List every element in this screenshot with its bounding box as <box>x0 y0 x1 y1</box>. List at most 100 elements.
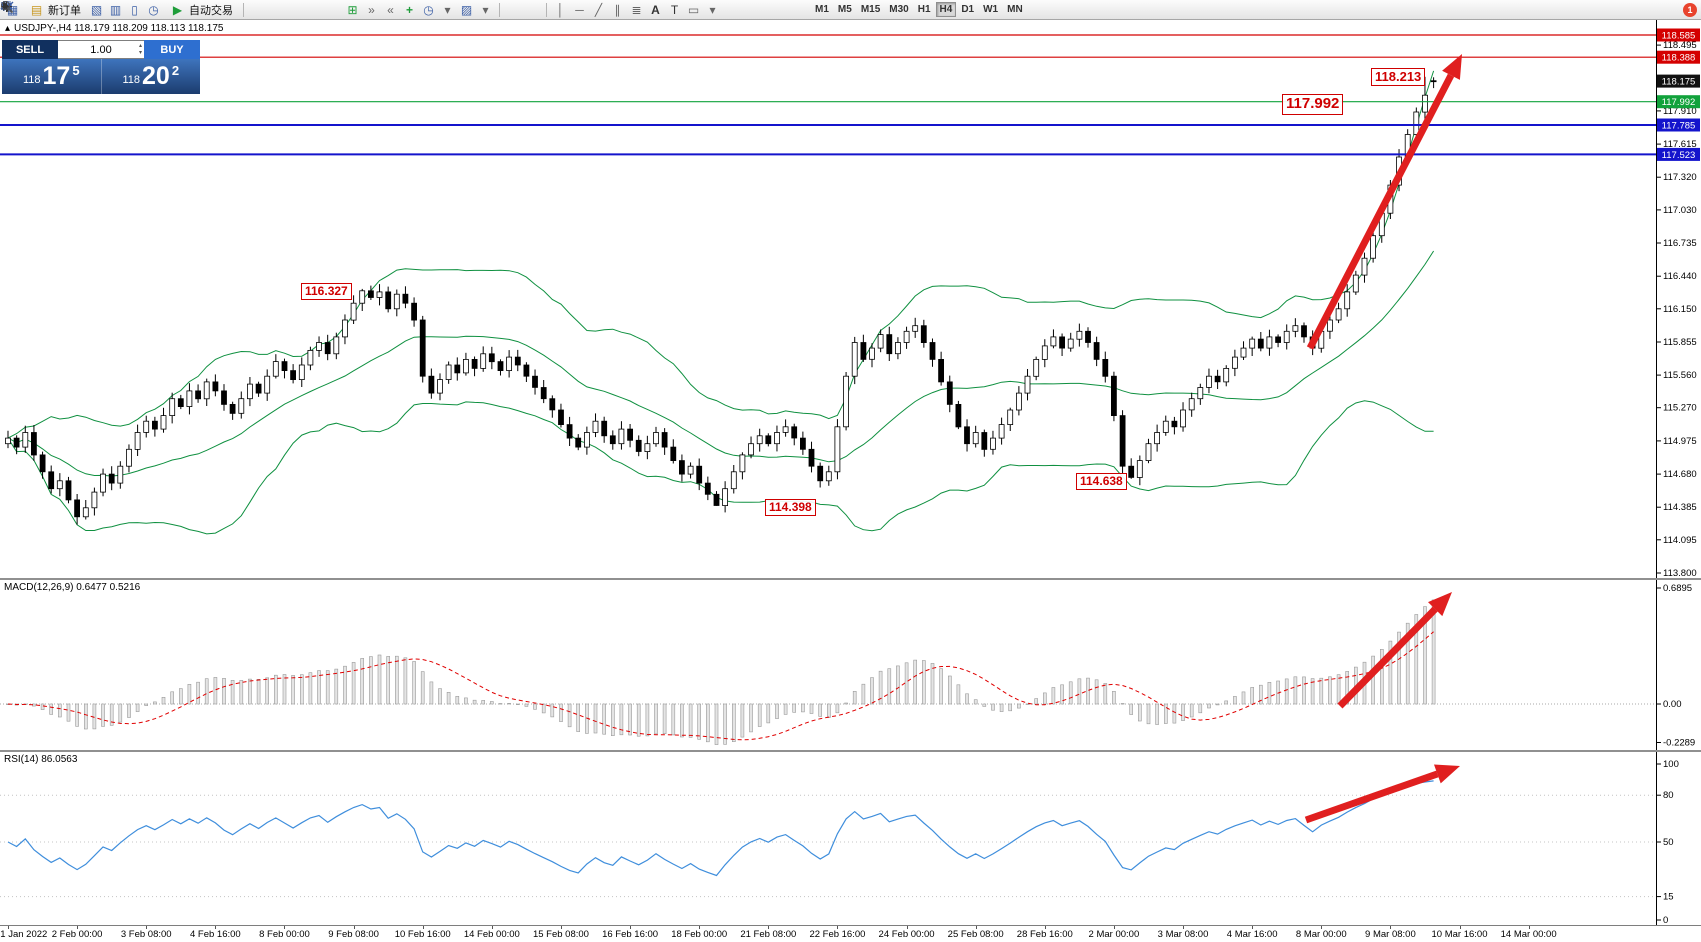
price-label[interactable]: 118.213 <box>1371 68 1426 87</box>
pane-separator[interactable] <box>0 750 1701 752</box>
volume-input[interactable]: 1.00 ▴ ▾ <box>58 40 144 59</box>
svg-text:0: 0 <box>1663 915 1668 925</box>
main-chart-pane[interactable]: 118.495 117.910 117.615 117.320 117.030 116.7… <box>0 20 1701 578</box>
price-label[interactable]: 117.992 <box>1282 94 1344 115</box>
templates-caret-icon[interactable]: ▾ <box>482 2 489 17</box>
time-tick <box>146 926 148 929</box>
time-tick <box>1459 926 1461 929</box>
periods-dropdown-icon[interactable]: ◷ <box>423 2 434 17</box>
label-tool-button[interactable]: T <box>670 2 679 17</box>
notification-badge[interactable]: 1 <box>1683 2 1697 17</box>
time-tick <box>1113 926 1115 929</box>
new-order-icon: ▤ <box>30 2 43 17</box>
pane-separator[interactable] <box>0 578 1701 580</box>
zoom-in-icon[interactable] <box>1 1 323 18</box>
time-label: 4 Mar 16:00 <box>1226 929 1278 940</box>
main-chart-canvas[interactable]: 118.495 117.910 117.615 117.320 117.030 116.7… <box>0 20 1701 578</box>
chart-shift-icon[interactable]: « <box>387 2 394 17</box>
svg-text:114.385: 114.385 <box>1663 502 1697 513</box>
text-tool-button[interactable]: A <box>651 2 660 17</box>
time-tick <box>422 926 424 929</box>
data-window-icon[interactable]: ▯ <box>131 2 138 17</box>
time-tick <box>1252 926 1254 929</box>
svg-text:114.975: 114.975 <box>1663 436 1697 447</box>
trendline-tool-icon[interactable]: ╱ <box>594 2 603 17</box>
one-click-expand-icon[interactable]: ▴ <box>5 23 11 34</box>
time-tick <box>353 926 355 929</box>
svg-text:117.615: 117.615 <box>1663 139 1697 150</box>
one-click-trading-panel: SELL 1.00 ▴ ▾ BUY 118 17 5 118 <box>2 40 200 94</box>
spin-up-icon[interactable]: ▴ <box>138 43 142 49</box>
shapes-tool-icon[interactable]: ▭ <box>687 2 700 17</box>
charts-grid-icon[interactable]: ▦ <box>6 2 19 17</box>
chart-wizard-icon[interactable]: ▧ <box>90 2 103 17</box>
symbol-info-bar: ▴ USDJPY-,H4 118.179 118.209 118.113 118… <box>5 23 223 34</box>
auto-scroll-icon[interactable]: » <box>368 2 375 17</box>
time-label: 10 Mar 16:00 <box>1431 929 1488 940</box>
crosshair-icon[interactable] <box>1 1 541 18</box>
price-label[interactable]: 114.638 <box>1076 473 1127 490</box>
cursor-icon[interactable] <box>3 1 522 18</box>
symbol-ohlc-text: USDJPY-,H4 118.179 118.209 118.113 118.1… <box>14 23 224 34</box>
price-label[interactable]: 116.327 <box>301 283 352 300</box>
time-label: 22 Feb 16:00 <box>809 929 866 940</box>
time-label: 8 Mar 00:00 <box>1295 929 1347 940</box>
zoom-out-icon[interactable] <box>1 1 342 18</box>
buy-price-button[interactable]: 118 20 2 <box>102 59 201 94</box>
svg-text:114.095: 114.095 <box>1663 535 1697 546</box>
sell-button[interactable]: SELL <box>2 40 58 59</box>
svg-text:116.735: 116.735 <box>1663 238 1697 249</box>
svg-text:116.440: 116.440 <box>1663 271 1697 282</box>
buy-price-pips: 20 <box>142 62 170 90</box>
templates-icon[interactable]: ▨ <box>460 2 473 17</box>
periods-caret-icon[interactable]: ▾ <box>444 2 451 17</box>
svg-text:50: 50 <box>1663 837 1674 848</box>
timeframe-m1[interactable]: M1 <box>811 2 833 17</box>
fibonacci-tool-icon[interactable]: ≣ <box>631 2 642 17</box>
macd-canvas[interactable]: 0.6895 0.00 -0.2289 <box>0 580 1701 750</box>
profiles-icon[interactable]: ▥ <box>109 2 122 17</box>
spin-down-icon[interactable]: ▾ <box>138 50 142 56</box>
toolbar-separator <box>546 2 547 17</box>
sell-price-button[interactable]: 118 17 5 <box>2 59 102 94</box>
line-chart-type-icon[interactable] <box>0 1 304 18</box>
buy-button[interactable]: BUY <box>144 40 200 59</box>
auto-trading-button[interactable]: ▶ 自动交易 <box>164 1 238 18</box>
indicators-icon[interactable]: + <box>405 2 413 17</box>
buy-price-point: 2 <box>171 63 180 78</box>
bar-chart-type-icon[interactable] <box>1 1 266 18</box>
time-tick <box>77 926 79 929</box>
time-tick <box>215 926 217 929</box>
macd-pane[interactable]: 0.6895 0.00 -0.2289 MACD(12,26,9) 0.6477 0… <box>0 580 1701 750</box>
time-label: 2 Mar 00:00 <box>1088 929 1140 940</box>
svg-text:115.560: 115.560 <box>1663 370 1697 381</box>
new-order-button[interactable]: ▤ 新订单 <box>23 1 86 18</box>
rsi-canvas[interactable]: 100 80 50 15 0 <box>0 752 1701 925</box>
timeframe-h1[interactable]: H1 <box>914 2 935 17</box>
time-label: 18 Feb 00:00 <box>671 929 728 940</box>
timeframe-h4[interactable]: H4 <box>935 2 957 17</box>
timeframe-d1[interactable]: D1 <box>957 2 978 17</box>
time-label: 3 Mar 08:00 <box>1157 929 1209 940</box>
shapes-caret-icon[interactable]: ▾ <box>709 2 716 17</box>
timeframe-w1[interactable]: W1 <box>979 2 1002 17</box>
timeframe-mn[interactable]: MN <box>1003 2 1027 17</box>
search-icon[interactable] <box>1 1 1681 18</box>
rsi-pane[interactable]: 100 80 50 15 0 RSI(14) 86.0563 <box>0 752 1701 925</box>
vertical-line-tool-icon[interactable]: │ <box>556 2 565 17</box>
sell-price-point: 5 <box>72 63 80 78</box>
tile-windows-icon[interactable]: ⊞ <box>347 2 358 17</box>
volume-spinner[interactable]: ▴ ▾ <box>139 43 142 57</box>
timeframe-m30[interactable]: M30 <box>885 2 912 17</box>
time-axis[interactable]: 31 Jan 2022 2 Feb 00:00 3 Feb 08:00 4 Feb 1… <box>0 925 1701 942</box>
candlestick-chart-type-icon[interactable] <box>2 1 285 18</box>
alerts-icon[interactable]: ◷ <box>148 2 159 17</box>
horizontal-line-tool-icon[interactable]: ─ <box>575 2 584 17</box>
timeframe-m15[interactable]: M15 <box>857 2 884 17</box>
volume-value: 1.00 <box>90 43 112 56</box>
timeframe-m5[interactable]: M5 <box>834 2 856 17</box>
price-label[interactable]: 114.398 <box>765 499 816 516</box>
time-tick <box>1044 926 1046 929</box>
channel-tool-icon[interactable]: ∥ <box>614 2 621 17</box>
